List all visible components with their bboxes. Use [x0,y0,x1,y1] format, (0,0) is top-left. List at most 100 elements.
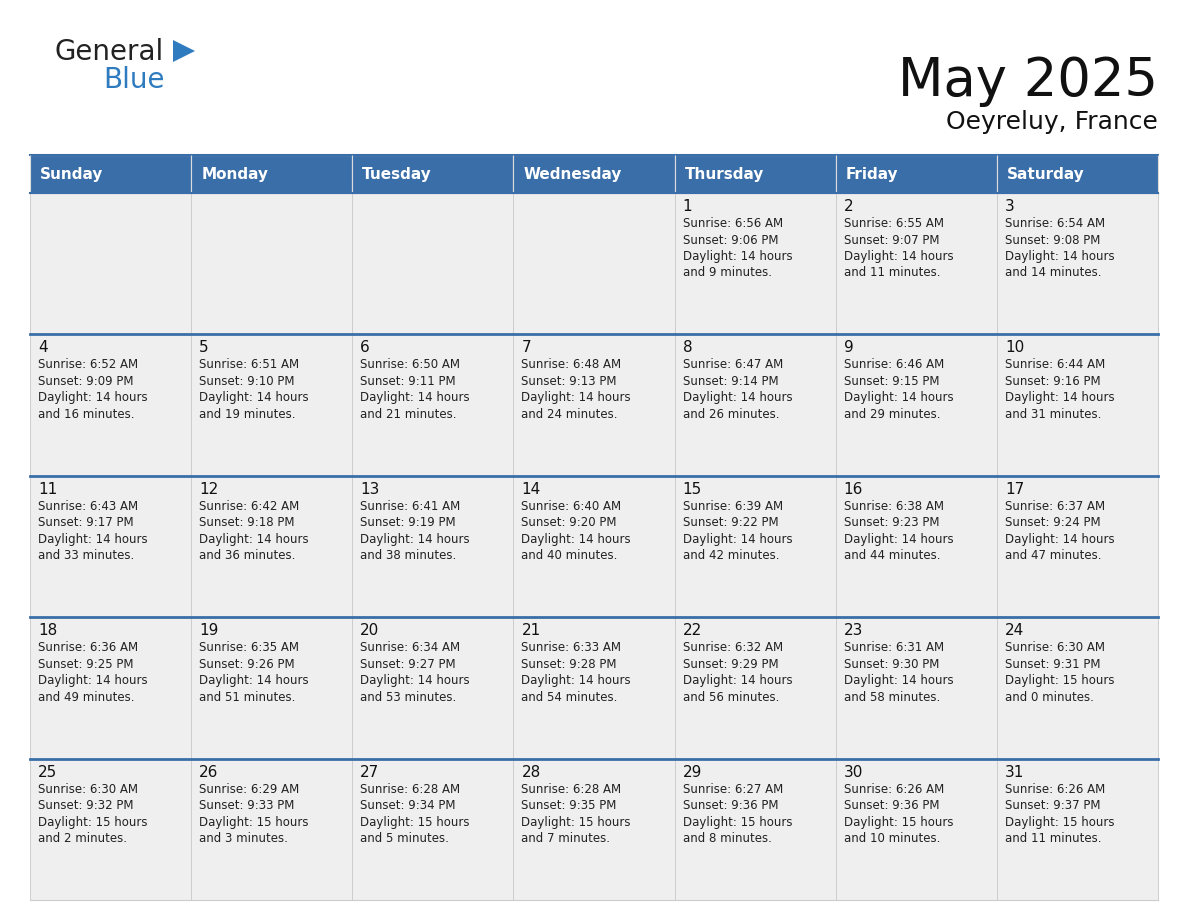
Text: Sunrise: 6:38 AM
Sunset: 9:23 PM
Daylight: 14 hours
and 44 minutes.: Sunrise: 6:38 AM Sunset: 9:23 PM Dayligh… [843,499,953,563]
Bar [30,476,191,617]
Bar [675,334,835,476]
Text: 11: 11 [38,482,57,497]
Text: Sunrise: 6:55 AM
Sunset: 9:07 PM
Daylight: 14 hours
and 11 minutes.: Sunrise: 6:55 AM Sunset: 9:07 PM Dayligh… [843,217,953,279]
Text: 29: 29 [683,765,702,779]
Bar [353,617,513,758]
Text: Sunrise: 6:54 AM
Sunset: 9:08 PM
Daylight: 14 hours
and 14 minutes.: Sunrise: 6:54 AM Sunset: 9:08 PM Dayligh… [1005,217,1114,279]
Text: Sunrise: 6:26 AM
Sunset: 9:36 PM
Daylight: 15 hours
and 10 minutes.: Sunrise: 6:26 AM Sunset: 9:36 PM Dayligh… [843,783,953,845]
Bar [513,476,675,617]
Text: 18: 18 [38,623,57,638]
Bar [835,193,997,334]
Bar [513,758,675,900]
Text: Sunrise: 6:39 AM
Sunset: 9:22 PM
Daylight: 14 hours
and 42 minutes.: Sunrise: 6:39 AM Sunset: 9:22 PM Dayligh… [683,499,792,563]
Bar [30,334,191,476]
Text: Sunrise: 6:28 AM
Sunset: 9:35 PM
Daylight: 15 hours
and 7 minutes.: Sunrise: 6:28 AM Sunset: 9:35 PM Dayligh… [522,783,631,845]
Text: 8: 8 [683,341,693,355]
Bar [353,193,513,334]
Bar [835,758,997,900]
Text: Sunrise: 6:40 AM
Sunset: 9:20 PM
Daylight: 14 hours
and 40 minutes.: Sunrise: 6:40 AM Sunset: 9:20 PM Dayligh… [522,499,631,563]
Bar [191,617,353,758]
Text: Sunrise: 6:29 AM
Sunset: 9:33 PM
Daylight: 15 hours
and 3 minutes.: Sunrise: 6:29 AM Sunset: 9:33 PM Dayligh… [200,783,309,845]
Text: Sunrise: 6:34 AM
Sunset: 9:27 PM
Daylight: 14 hours
and 53 minutes.: Sunrise: 6:34 AM Sunset: 9:27 PM Dayligh… [360,641,470,704]
Text: Saturday: Saturday [1007,166,1085,182]
Text: Sunrise: 6:27 AM
Sunset: 9:36 PM
Daylight: 15 hours
and 8 minutes.: Sunrise: 6:27 AM Sunset: 9:36 PM Dayligh… [683,783,792,845]
Bar [30,617,191,758]
Text: Sunrise: 6:35 AM
Sunset: 9:26 PM
Daylight: 14 hours
and 51 minutes.: Sunrise: 6:35 AM Sunset: 9:26 PM Dayligh… [200,641,309,704]
Bar [191,155,353,193]
Bar [191,334,353,476]
Text: Sunrise: 6:51 AM
Sunset: 9:10 PM
Daylight: 14 hours
and 19 minutes.: Sunrise: 6:51 AM Sunset: 9:10 PM Dayligh… [200,358,309,420]
Text: Tuesday: Tuesday [362,166,432,182]
Text: Sunrise: 6:56 AM
Sunset: 9:06 PM
Daylight: 14 hours
and 9 minutes.: Sunrise: 6:56 AM Sunset: 9:06 PM Dayligh… [683,217,792,279]
Text: Sunrise: 6:30 AM
Sunset: 9:31 PM
Daylight: 15 hours
and 0 minutes.: Sunrise: 6:30 AM Sunset: 9:31 PM Dayligh… [1005,641,1114,704]
Bar [513,334,675,476]
Text: Sunrise: 6:50 AM
Sunset: 9:11 PM
Daylight: 14 hours
and 21 minutes.: Sunrise: 6:50 AM Sunset: 9:11 PM Dayligh… [360,358,470,420]
Text: Wednesday: Wednesday [524,166,621,182]
Bar [835,476,997,617]
Text: Oeyreluy, France: Oeyreluy, France [946,110,1158,134]
Text: Sunrise: 6:26 AM
Sunset: 9:37 PM
Daylight: 15 hours
and 11 minutes.: Sunrise: 6:26 AM Sunset: 9:37 PM Dayligh… [1005,783,1114,845]
Bar [513,155,675,193]
Bar [675,155,835,193]
Text: Sunrise: 6:37 AM
Sunset: 9:24 PM
Daylight: 14 hours
and 47 minutes.: Sunrise: 6:37 AM Sunset: 9:24 PM Dayligh… [1005,499,1114,563]
Text: 3: 3 [1005,199,1015,214]
Text: 10: 10 [1005,341,1024,355]
Bar [675,758,835,900]
Bar [353,758,513,900]
Text: 21: 21 [522,623,541,638]
Bar [191,758,353,900]
Bar [191,476,353,617]
Text: General: General [55,38,164,66]
Text: Friday: Friday [846,166,898,182]
Text: Blue: Blue [103,66,164,94]
Text: 15: 15 [683,482,702,497]
Text: 16: 16 [843,482,864,497]
Text: Sunrise: 6:41 AM
Sunset: 9:19 PM
Daylight: 14 hours
and 38 minutes.: Sunrise: 6:41 AM Sunset: 9:19 PM Dayligh… [360,499,470,563]
Text: Sunday: Sunday [40,166,103,182]
Text: Thursday: Thursday [684,166,764,182]
Bar [997,334,1158,476]
Text: Sunrise: 6:42 AM
Sunset: 9:18 PM
Daylight: 14 hours
and 36 minutes.: Sunrise: 6:42 AM Sunset: 9:18 PM Dayligh… [200,499,309,563]
Text: 7: 7 [522,341,531,355]
Bar [835,617,997,758]
Text: May 2025: May 2025 [898,55,1158,107]
Text: 1: 1 [683,199,693,214]
Bar [835,334,997,476]
Bar [997,193,1158,334]
Bar [353,334,513,476]
Text: Sunrise: 6:32 AM
Sunset: 9:29 PM
Daylight: 14 hours
and 56 minutes.: Sunrise: 6:32 AM Sunset: 9:29 PM Dayligh… [683,641,792,704]
Text: 25: 25 [38,765,57,779]
Bar [997,155,1158,193]
Text: 31: 31 [1005,765,1024,779]
Text: 22: 22 [683,623,702,638]
Text: Sunrise: 6:52 AM
Sunset: 9:09 PM
Daylight: 14 hours
and 16 minutes.: Sunrise: 6:52 AM Sunset: 9:09 PM Dayligh… [38,358,147,420]
Bar [675,193,835,334]
Text: Sunrise: 6:43 AM
Sunset: 9:17 PM
Daylight: 14 hours
and 33 minutes.: Sunrise: 6:43 AM Sunset: 9:17 PM Dayligh… [38,499,147,563]
Text: 30: 30 [843,765,864,779]
Text: Sunrise: 6:31 AM
Sunset: 9:30 PM
Daylight: 14 hours
and 58 minutes.: Sunrise: 6:31 AM Sunset: 9:30 PM Dayligh… [843,641,953,704]
Text: 20: 20 [360,623,379,638]
Text: 13: 13 [360,482,380,497]
Bar [997,758,1158,900]
Bar [30,193,191,334]
Bar [675,617,835,758]
Text: 9: 9 [843,341,853,355]
Text: 12: 12 [200,482,219,497]
Text: Sunrise: 6:46 AM
Sunset: 9:15 PM
Daylight: 14 hours
and 29 minutes.: Sunrise: 6:46 AM Sunset: 9:15 PM Dayligh… [843,358,953,420]
Text: 6: 6 [360,341,369,355]
Bar [997,617,1158,758]
Bar [675,476,835,617]
Text: Sunrise: 6:28 AM
Sunset: 9:34 PM
Daylight: 15 hours
and 5 minutes.: Sunrise: 6:28 AM Sunset: 9:34 PM Dayligh… [360,783,469,845]
Text: 26: 26 [200,765,219,779]
Bar [353,476,513,617]
Text: Sunrise: 6:33 AM
Sunset: 9:28 PM
Daylight: 14 hours
and 54 minutes.: Sunrise: 6:33 AM Sunset: 9:28 PM Dayligh… [522,641,631,704]
Polygon shape [173,40,195,62]
Text: Monday: Monday [201,166,268,182]
Text: 5: 5 [200,341,209,355]
Bar [30,758,191,900]
Text: 17: 17 [1005,482,1024,497]
Text: Sunrise: 6:44 AM
Sunset: 9:16 PM
Daylight: 14 hours
and 31 minutes.: Sunrise: 6:44 AM Sunset: 9:16 PM Dayligh… [1005,358,1114,420]
Bar [513,193,675,334]
Bar [513,617,675,758]
Text: 28: 28 [522,765,541,779]
